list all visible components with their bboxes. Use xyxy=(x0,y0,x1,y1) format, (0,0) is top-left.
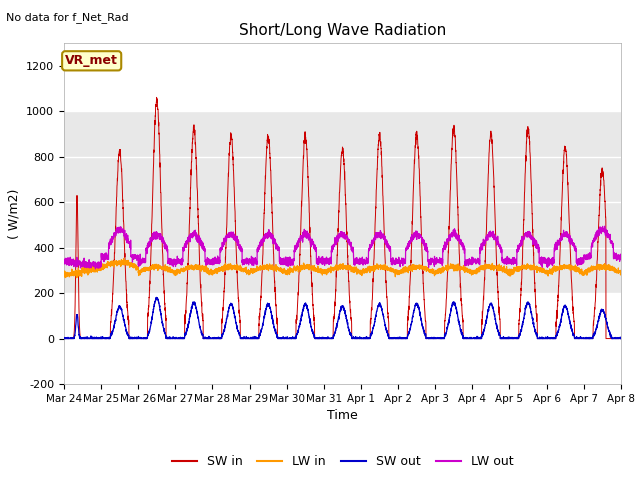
Legend: SW in, LW in, SW out, LW out: SW in, LW in, SW out, LW out xyxy=(166,450,518,473)
Title: Short/Long Wave Radiation: Short/Long Wave Radiation xyxy=(239,23,446,38)
X-axis label: Time: Time xyxy=(327,409,358,422)
Bar xyxy=(64,111,621,293)
Text: No data for f_Net_Rad: No data for f_Net_Rad xyxy=(6,12,129,23)
Y-axis label: ( W/m2): ( W/m2) xyxy=(8,189,20,239)
Text: VR_met: VR_met xyxy=(65,54,118,67)
